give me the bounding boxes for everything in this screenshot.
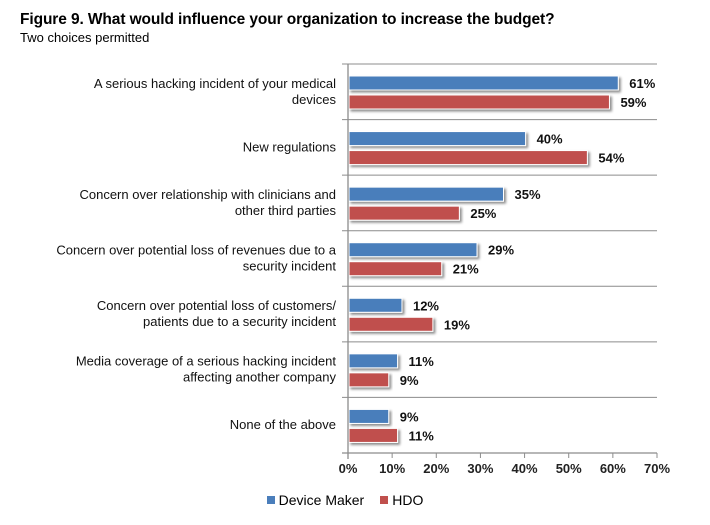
data-label-device-maker: 40% [537,132,563,147]
legend: Device Maker HDO [0,492,700,508]
x-tick-label: 50% [556,461,582,476]
category-label: A serious hacking incident of your medic… [94,76,337,107]
category-label: Concern over potential loss of customers… [97,298,337,329]
data-label-hdo: 19% [444,317,470,332]
category-label-line: A serious hacking incident of your medic… [94,76,336,91]
category-label-line: affecting another company [183,370,336,385]
bar-device-maker [348,131,527,147]
legend-swatch-device-maker [266,496,275,504]
gridlines [342,63,657,398]
data-label-device-maker: 61% [629,76,655,91]
x-axis: 0% 10% 20% 30% 40% 50% 60% 70% [339,64,670,476]
category-label-line: patients due to a security incident [143,314,336,329]
legend-item-device-maker: Device Maker [266,492,365,508]
bar-hdo [348,427,399,443]
bar-device-maker [348,242,478,258]
data-label-device-maker: 11% [409,354,435,369]
legend-label-device-maker: Device Maker [278,492,365,508]
data-labels: 61% 59% 40% 54% 35% 25% 29% 21% 12% 19% 11% 9% 9% 11% [400,76,656,443]
x-tick-label: 40% [512,461,538,476]
legend-label-hdo: HDO [392,492,424,508]
category-label-line: Concern over relationship with clinician… [79,187,336,202]
x-tick-label: 0% [339,461,358,476]
category-label-line: New regulations [243,139,337,154]
category-label: None of the above [230,417,336,432]
data-label-hdo: 59% [620,95,646,110]
category-label-line: devices [292,92,337,107]
category-label-line: other third parties [235,203,337,218]
category-label-line: Media coverage of a serious hacking inci… [76,354,337,369]
data-label-device-maker: 12% [413,298,439,313]
x-tick-label: 60% [600,461,626,476]
category-label: Concern over potential loss of revenues … [56,243,336,274]
bar-hdo [348,150,588,166]
bars [348,75,619,443]
x-tick-label: 20% [423,461,449,476]
bar-device-maker [348,408,390,424]
x-tick-label: 10% [379,461,405,476]
bar-device-maker [348,75,619,91]
bar-hdo [348,94,610,110]
legend-swatch-hdo [380,496,389,504]
category-label: Concern over relationship with clinician… [79,187,336,218]
category-label-line: security incident [243,259,337,274]
category-label: New regulations [243,139,337,154]
data-label-hdo: 9% [400,373,419,388]
category-label-line: Concern over potential loss of revenues … [56,243,336,258]
bar-hdo [348,261,443,277]
data-label-hdo: 25% [470,206,496,221]
bar-device-maker [348,186,504,202]
data-label-device-maker: 29% [488,243,514,258]
x-tick-label: 30% [467,461,493,476]
data-label-device-maker: 35% [515,187,541,202]
bar-hdo [348,372,390,388]
data-label-hdo: 54% [598,151,624,166]
category-label-line: Concern over potential loss of customers… [97,298,337,313]
data-label-hdo: 11% [409,428,435,443]
category-label: Media coverage of a serious hacking inci… [76,354,337,385]
data-label-hdo: 21% [453,262,479,277]
legend-item-hdo: HDO [380,492,423,508]
chart-subtitle: Two choices permitted [20,30,150,45]
bar-hdo [348,205,460,221]
category-label-line: None of the above [230,417,336,432]
data-label-device-maker: 9% [400,409,419,424]
chart-title: Figure 9. What would influence your orga… [20,11,555,28]
bar-device-maker [348,297,403,313]
bar-device-maker [348,353,399,369]
category-labels: A serious hacking incident of your medic… [56,76,336,432]
bar-hdo [348,316,434,332]
x-tick-label: 70% [644,461,670,476]
